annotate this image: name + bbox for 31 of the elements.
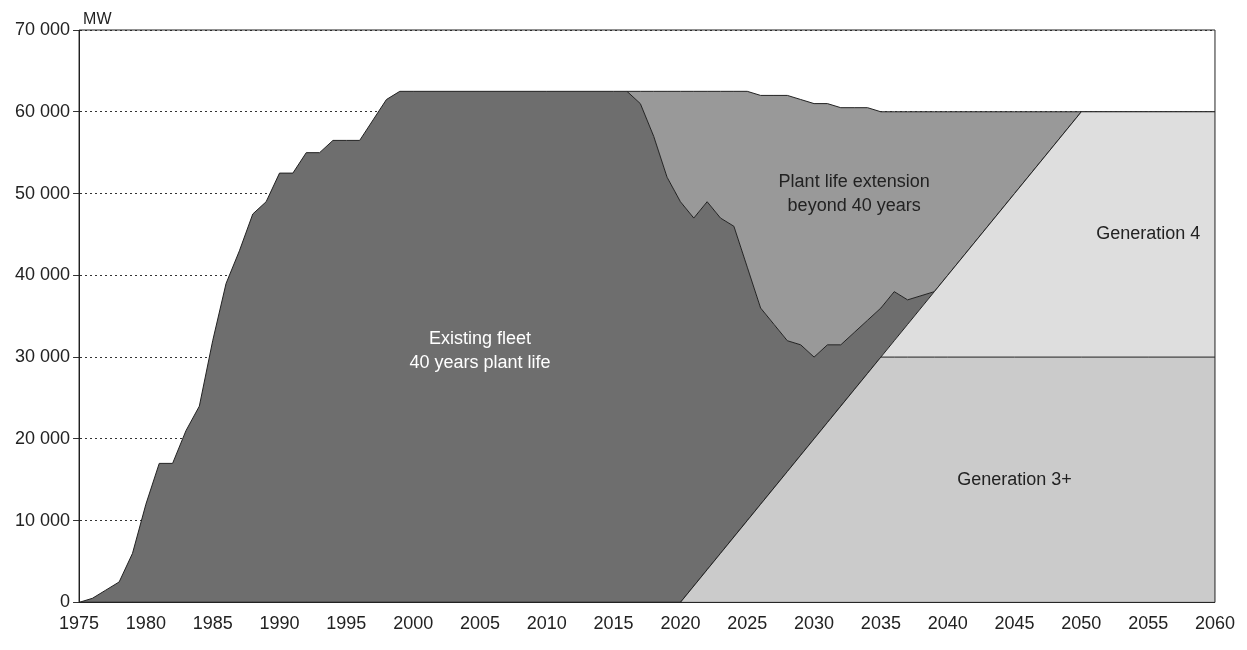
y-tick-label: 50 000 — [14, 182, 71, 203]
y-tick-label: 30 000 — [14, 346, 71, 367]
series-label: Existing fleet 40 years plant life — [409, 327, 551, 372]
y-axis-title: MW — [83, 10, 113, 28]
x-tick-label: 1990 — [259, 613, 300, 634]
x-tick-label: 2040 — [927, 613, 968, 634]
x-tick-label: 1995 — [326, 613, 367, 634]
x-tick-label: 1975 — [59, 613, 100, 634]
x-tick-label: 2030 — [794, 613, 835, 634]
y-tick-label: 60 000 — [14, 100, 71, 121]
y-tick-label: 10 000 — [14, 509, 71, 530]
x-tick-label: 1980 — [125, 613, 166, 634]
x-tick-label: 2025 — [727, 613, 768, 634]
x-tick-label: 2045 — [994, 613, 1035, 634]
x-tick-label: 2020 — [660, 613, 701, 634]
series-label: Generation 3+ — [957, 468, 1072, 489]
x-tick-label: 2010 — [526, 613, 567, 634]
x-tick-label: 2055 — [1128, 613, 1169, 634]
x-tick-label: 2015 — [593, 613, 634, 634]
series-label: Plant life extension beyond 40 years — [778, 170, 930, 215]
y-tick-label: 0 — [60, 591, 71, 612]
y-tick-label: 40 000 — [14, 264, 71, 285]
x-tick-label: 2060 — [1194, 613, 1235, 634]
series-label: Generation 4 — [1096, 223, 1201, 244]
y-tick-label: 70 000 — [14, 18, 71, 39]
y-tick-label: 20 000 — [14, 427, 71, 448]
x-tick-label: 1985 — [192, 613, 233, 634]
x-tick-label: 2000 — [393, 613, 434, 634]
x-tick-label: 2035 — [860, 613, 901, 634]
x-tick-label: 2050 — [1061, 613, 1102, 634]
x-tick-label: 2005 — [459, 613, 500, 634]
